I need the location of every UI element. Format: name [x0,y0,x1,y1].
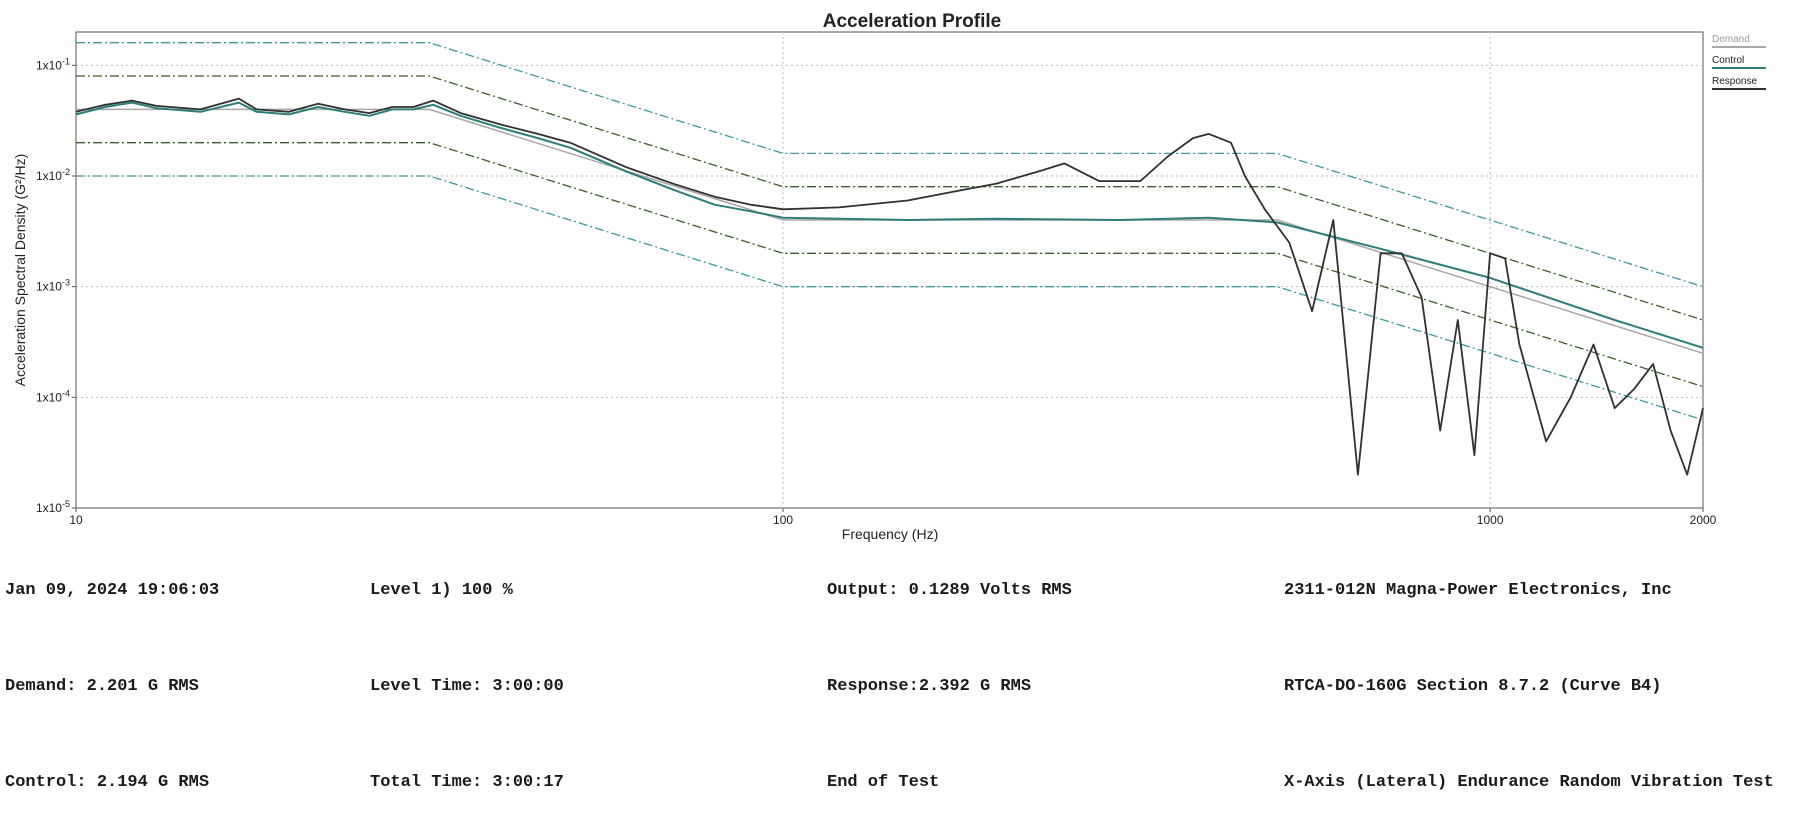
y-tick-label-base: 1x10 [36,280,62,294]
x-tick-label: 1000 [1477,513,1504,527]
y-tick-label: 1x10-1 [36,56,70,72]
response-rms: Response:2.392 G RMS [827,677,1032,696]
abort-low-tolerance-line [76,175,1704,421]
legend[interactable]: Demand Control Response [1712,34,1766,90]
company-name: 2311-012N Magna-Power Electronics, Inc [1284,581,1672,600]
test-standard: RTCA-DO-160G Section 8.7.2 (Curve B4) [1284,677,1662,696]
y-tick-label-exponent: -4 [62,388,70,398]
alarm-high-tolerance-line [76,75,1704,321]
test-name: X-Axis (Lateral) Endurance Random Vibrat… [1284,773,1774,792]
legend-control-label: Control [1712,55,1744,66]
test-level: Level 1) 100 % [370,581,513,600]
y-tick-label-exponent: -3 [62,278,70,288]
control-series-line [75,101,1704,349]
output-rms: Output: 0.1289 Volts RMS [827,581,1072,600]
y-tick-label-base: 1x10 [36,58,62,72]
y-axis-label: Acceleration Spectral Density (G²/Hz) [12,154,28,387]
y-tick-label: 1x10-4 [36,388,70,404]
legend-demand-label: Demand [1712,34,1750,45]
x-tick-label: 2000 [1690,513,1717,527]
demand-rms: Demand: 2.201 G RMS [5,677,199,696]
tolerance-lines [76,42,1704,421]
legend-response-label: Response [1712,76,1757,87]
y-tick-label: 1x10-5 [36,499,70,515]
y-tick-label: 1x10-3 [36,278,70,294]
chart-title: Acceleration Profile [823,11,1001,32]
x-axis-ticks: 10 100 1000 2000 [69,508,1717,527]
y-tick-label-exponent: -2 [62,167,70,177]
x-axis-label: Frequency (Hz) [842,526,938,542]
test-status: End of Test [827,773,940,792]
level-time: Level Time: 3:00:00 [370,677,564,696]
response-series-line [75,97,1704,476]
y-tick-label-exponent: -1 [62,56,70,66]
y-tick-label: 1x10-2 [36,167,70,183]
acceleration-profile-chart: Acceleration Profile 1x10-11x10-21x10-31… [12,11,1766,542]
y-tick-label-exponent: -5 [62,499,70,509]
y-tick-label-base: 1x10 [36,169,62,183]
y-tick-label-base: 1x10 [36,501,62,515]
grid-lines [76,32,1703,508]
abort-high-tolerance-line [76,42,1704,288]
test-datetime: Jan 09, 2024 19:06:03 [5,581,220,600]
x-tick-label: 10 [69,513,83,527]
control-rms: Control: 2.194 G RMS [5,773,210,792]
alarm-low-tolerance-line [76,142,1704,388]
series-lines [75,97,1704,476]
x-tick-label: 100 [773,513,793,527]
total-time: Total Time: 3:00:17 [370,773,564,792]
y-tick-label-base: 1x10 [36,390,62,404]
